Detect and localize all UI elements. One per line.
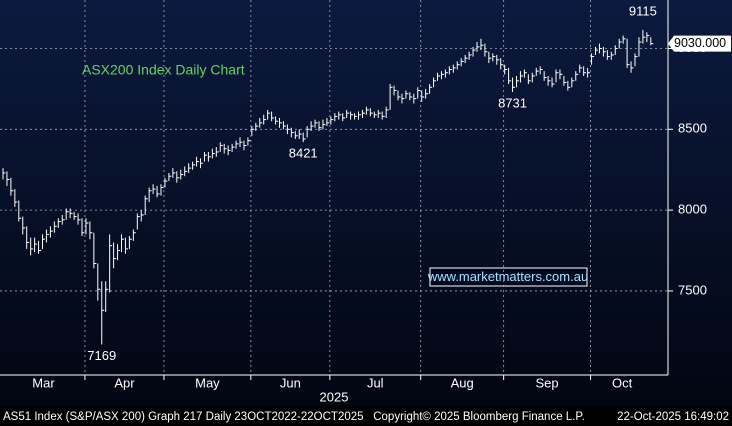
x-tick-label: Jul: [367, 375, 384, 390]
annotation: 9115: [629, 3, 657, 18]
y-tick-label: 7500: [678, 282, 707, 297]
x-tick-label: Mar: [32, 375, 55, 390]
x-tick-label: Oct: [612, 375, 633, 390]
last-price-box: [668, 35, 731, 52]
x-tick-label: Sep: [536, 375, 559, 390]
x-tick-label: May: [195, 375, 220, 390]
chart-title: ASX200 Index Daily Chart: [82, 62, 245, 78]
annotation: 7169: [87, 348, 116, 363]
footer-center: Copyright© 2025 Bloomberg Finance L.P.: [373, 411, 585, 423]
footer-left: AS51 Index (S&P/ASX 200) Graph 217 Daily…: [3, 411, 364, 423]
x-tick-label: Apr: [114, 375, 135, 390]
x-tick-label: Aug: [451, 375, 474, 390]
last-price-label: 9030.000: [674, 36, 726, 50]
y-tick-label: 8500: [678, 121, 707, 136]
watermark-box: [429, 267, 588, 287]
x-year-label: 2025: [320, 389, 349, 404]
footer-right: 22-Oct-2025 16:49:02: [617, 411, 729, 423]
annotation: 8731: [498, 95, 527, 110]
x-tick-label: Jun: [280, 375, 301, 390]
y-tick-label: 8000: [678, 202, 707, 217]
footer-background: [0, 405, 732, 426]
annotation: 8421: [289, 146, 318, 161]
watermark: www.marketmatters.com.au: [427, 269, 588, 284]
plot-background: [0, 0, 732, 405]
